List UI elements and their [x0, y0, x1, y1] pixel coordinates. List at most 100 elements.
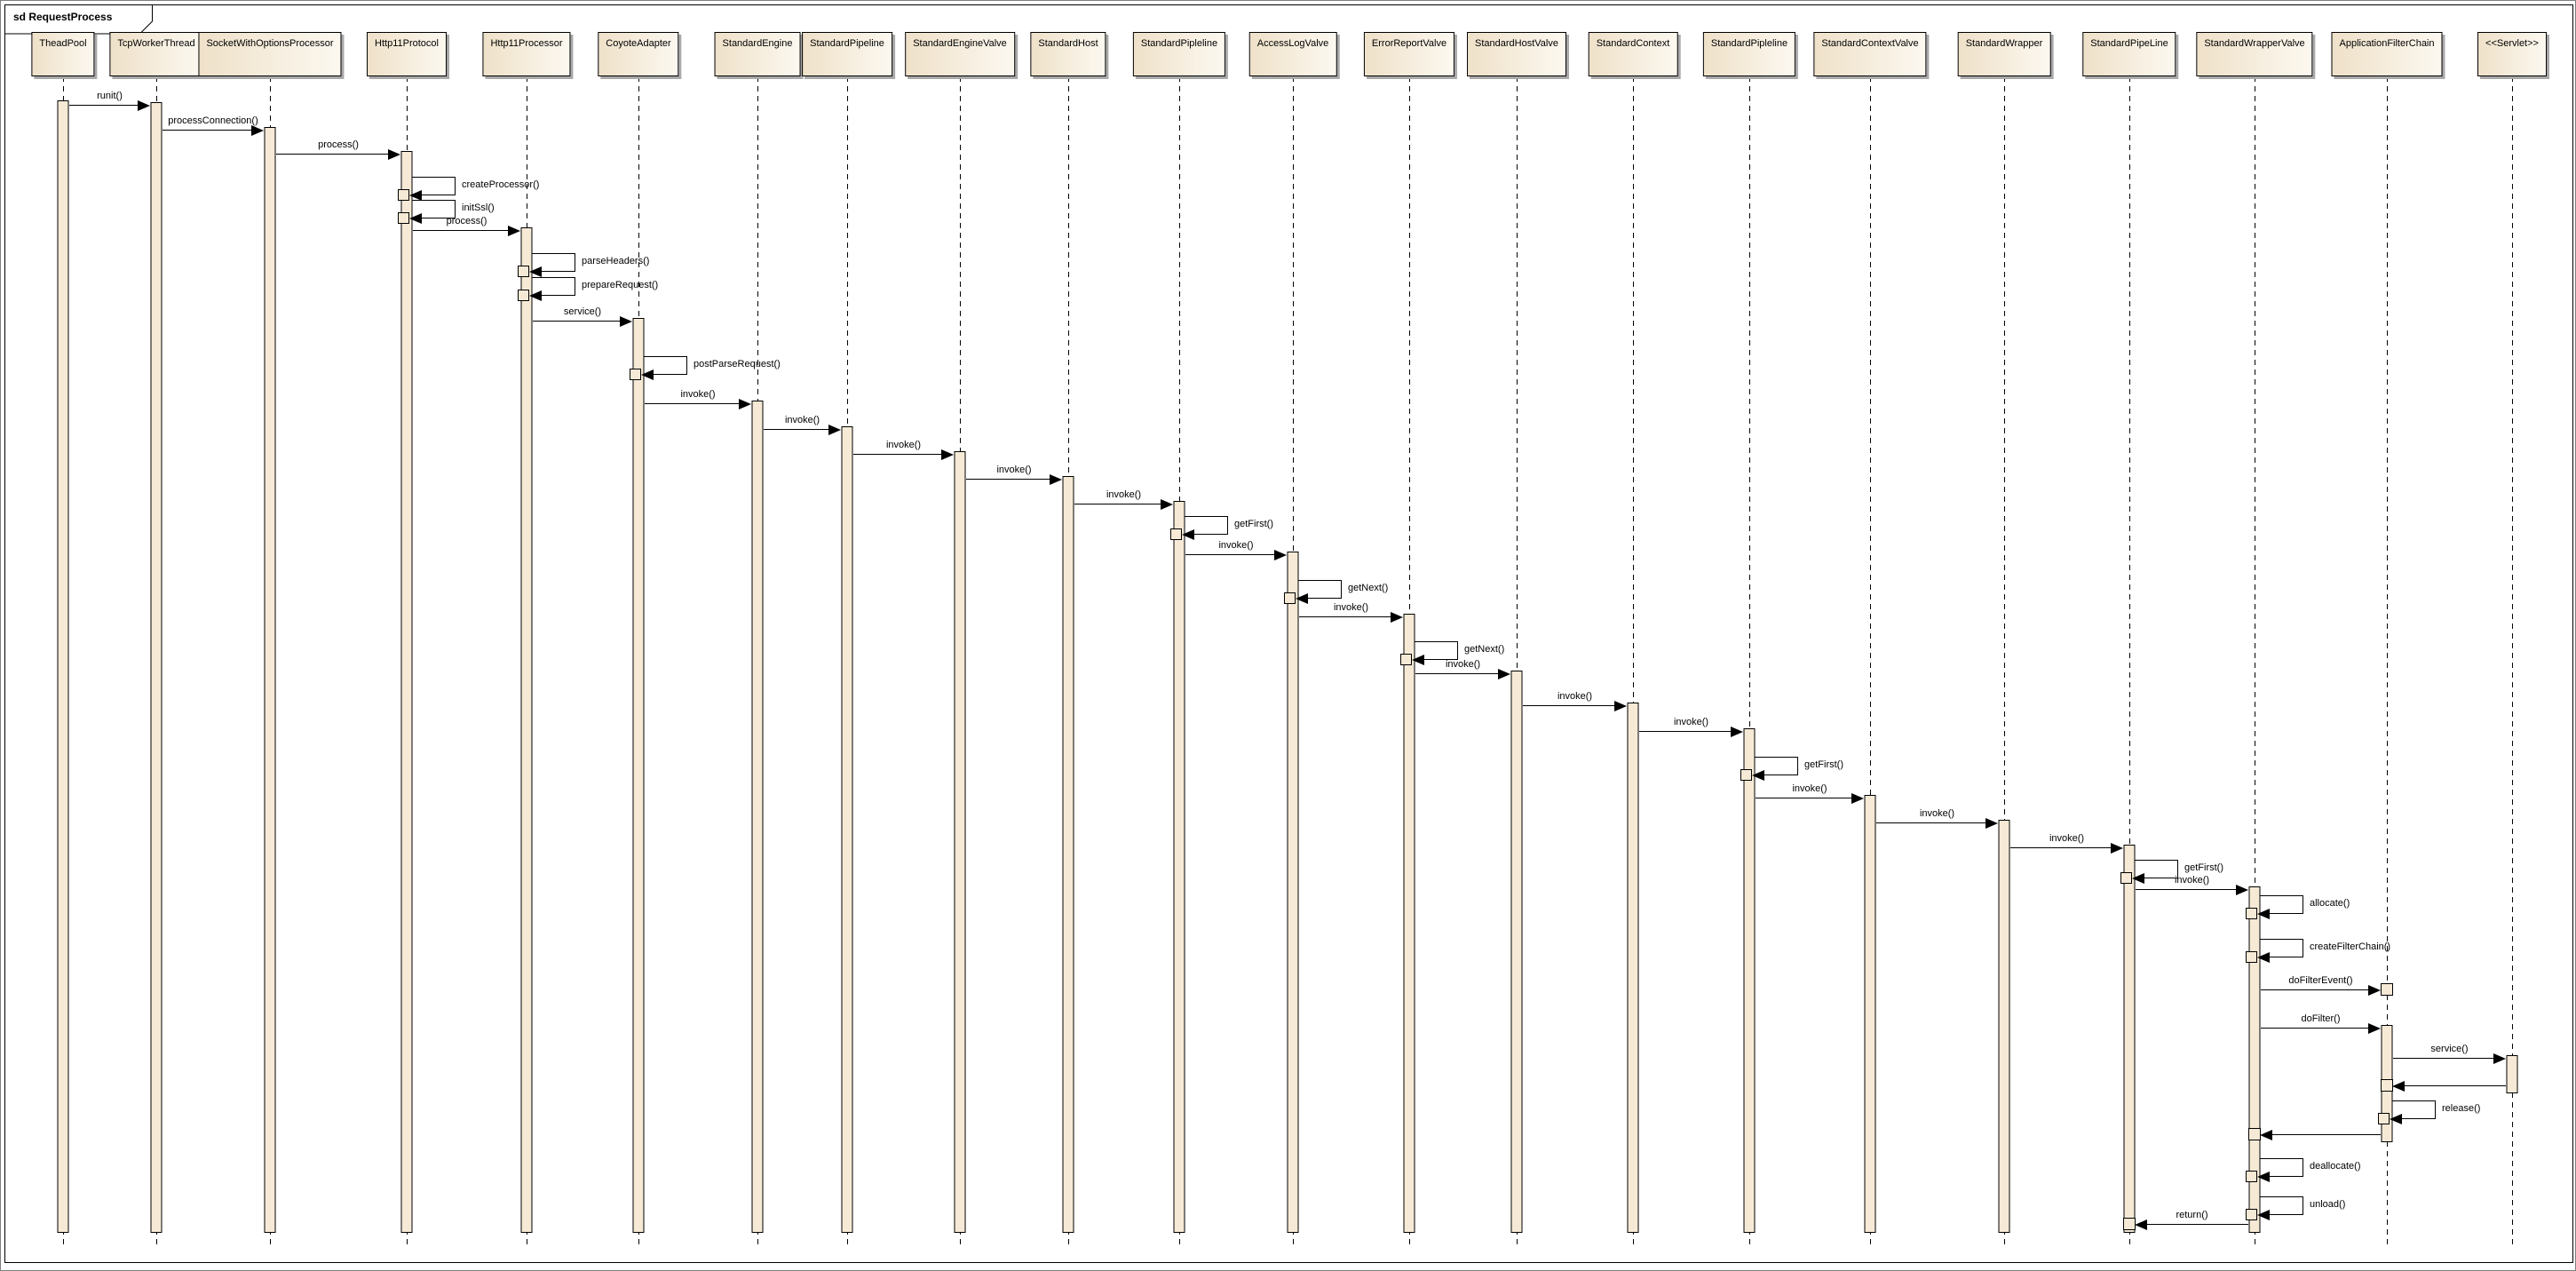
message-call-line [162, 130, 251, 131]
activation-bar [632, 318, 645, 1233]
activation-bar [57, 100, 69, 1233]
lifeline-name: Http11Processor [490, 38, 563, 49]
message-call-line [2261, 989, 2368, 990]
self-message-bracket [644, 356, 687, 375]
arrowhead-icon [2111, 843, 2123, 854]
lifeline-dashed-line [1749, 76, 1750, 1249]
activation-nested-box [2381, 1079, 2393, 1092]
message-label: doFilterEvent() [2288, 975, 2353, 986]
message-label: postParseRequest() [694, 359, 781, 369]
lifeline-head: TheadPool [31, 32, 95, 76]
message-label: deallocate() [2310, 1161, 2361, 1172]
activation-bar [264, 127, 276, 1233]
lifeline-head: StandardContext [1588, 32, 1678, 76]
self-message-bracket [2135, 860, 2178, 878]
arrowhead-icon [409, 190, 422, 201]
lifeline-name: StandardHostValve [1475, 38, 1558, 49]
activation-nested-box [630, 369, 641, 380]
activation-nested-box [398, 189, 409, 201]
lifeline-name: StandardWrapperValve [2204, 38, 2305, 49]
lifeline-dashed-line [1517, 76, 1518, 1249]
message-call-line [2136, 889, 2236, 890]
lifeline-head: StandardPipleline [1132, 32, 1226, 76]
arrowhead-icon [2260, 1130, 2272, 1140]
message-label: service() [2430, 1044, 2469, 1054]
activation-bar [1403, 614, 1415, 1233]
lifeline-head: TcpWorkerThread [109, 32, 203, 76]
arrowhead-icon [1752, 770, 1764, 781]
message-label: invoke() [680, 389, 716, 400]
message-label: unload() [2310, 1199, 2346, 1210]
self-message-bracket [1415, 641, 1458, 660]
arrowhead-icon [1412, 655, 1424, 665]
lifeline-name: StandardWrapper [1965, 38, 2043, 49]
arrowhead-icon [2135, 1219, 2147, 1230]
lifeline-dashed-line [1633, 76, 1634, 1249]
arrowhead-icon [641, 369, 654, 380]
activation-nested-box [1740, 769, 1752, 781]
activation-nested-box [2246, 951, 2257, 963]
lifeline-name: Http11Protocol [375, 38, 439, 49]
activation-bar [2506, 1055, 2518, 1093]
lifeline-head: StandardPipeLine [2082, 32, 2176, 76]
lifeline-head: ErrorReportValve [1363, 32, 1455, 76]
arrowhead-icon [1161, 499, 1173, 510]
message-call-line [645, 403, 739, 404]
lifeline-name: StandardPipleline [1710, 38, 1788, 49]
self-message-bracket [412, 177, 456, 195]
arrowhead-icon [1296, 593, 1308, 604]
activation-bar [1173, 501, 1185, 1233]
message-label: allocate() [2310, 898, 2350, 909]
lifeline-head: <<Servlet>> [2477, 32, 2547, 76]
activation-bar [1864, 795, 1876, 1233]
arrowhead-icon [2368, 985, 2381, 996]
message-label: parseHeaders() [582, 256, 650, 266]
activation-bar [1510, 671, 1523, 1233]
lifeline-head: SocketWithOptionsProcessor [198, 32, 342, 76]
message-call-line [1185, 554, 1274, 555]
message-label: invoke() [1106, 489, 1142, 500]
arrowhead-icon [1986, 818, 1998, 829]
lifeline-head: CoyoteAdapter [598, 32, 679, 76]
frame-title: sd RequestProcess [13, 11, 113, 23]
diagram-frame [4, 4, 2573, 1263]
message-call-line [1299, 616, 1391, 617]
arrowhead-icon [529, 266, 542, 277]
lifeline-head: StandardEngineValve [905, 32, 1015, 76]
self-message-bracket [2260, 1196, 2303, 1215]
message-label: invoke() [1218, 540, 1254, 551]
arrowhead-icon [1614, 701, 1627, 711]
message-call-line [413, 230, 508, 231]
lifeline-head: StandardPipeline [802, 32, 892, 76]
lifeline-name: StandardEngine [722, 38, 793, 49]
lifeline-head: StandardWrapper [1957, 32, 2051, 76]
message-label: getFirst() [1234, 519, 1273, 529]
message-label: invoke() [996, 465, 1032, 475]
activation-nested-box [1170, 528, 1182, 540]
message-label: doFilter() [2301, 1013, 2341, 1024]
frame-title-tab [4, 4, 153, 35]
message-label: initSsl() [462, 203, 495, 213]
message-call-line [2010, 847, 2111, 848]
lifeline-head: StandardPipleline [1702, 32, 1796, 76]
message-label: invoke() [784, 415, 820, 425]
activation-bar [841, 426, 853, 1233]
message-call-line [2261, 1028, 2368, 1029]
activation-nested-box [2381, 983, 2393, 996]
activation-bar [2123, 845, 2136, 1233]
lifeline-head: Http11Protocol [367, 32, 447, 76]
arrowhead-icon [529, 290, 542, 301]
activation-bar [1743, 728, 1756, 1233]
arrowhead-icon [1731, 727, 1743, 737]
arrowhead-icon [828, 425, 841, 435]
message-label: invoke() [1333, 602, 1369, 613]
arrowhead-icon [739, 399, 751, 409]
message-label: process() [446, 216, 487, 226]
lifeline-head: AccessLogValve [1248, 32, 1337, 76]
message-label: invoke() [2174, 875, 2210, 886]
arrowhead-icon [2257, 1210, 2270, 1220]
arrowhead-icon [388, 149, 400, 160]
activation-bar [520, 227, 533, 1233]
message-label: invoke() [1445, 659, 1481, 670]
message-label: service() [563, 306, 602, 317]
